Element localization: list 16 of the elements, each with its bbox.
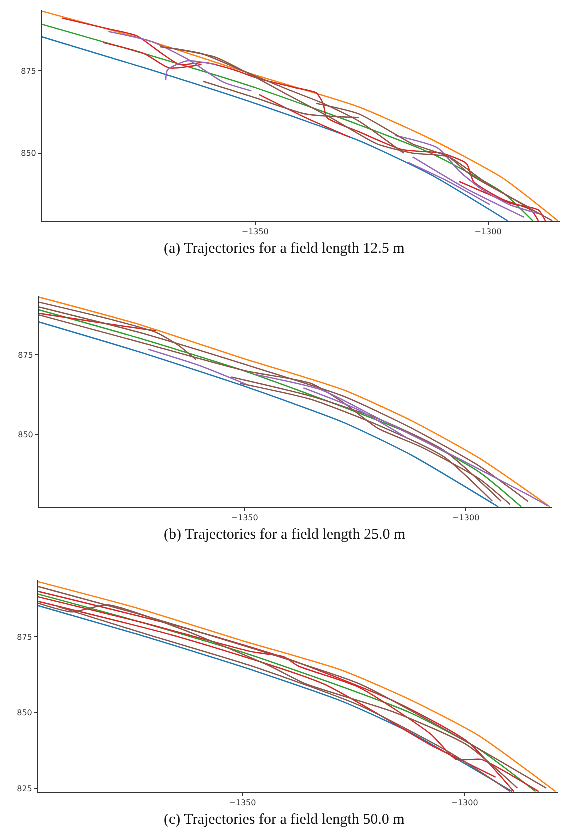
- text: (b) Trajectories for a field length 25.0 m: [164, 527, 406, 543]
- x-tick-label: −1300: [474, 228, 502, 237]
- y-tick-label: 850: [21, 149, 36, 158]
- x-tick-label: −1300: [451, 798, 478, 808]
- y-tick-label: 850: [17, 708, 32, 718]
- y-tick-label: 875: [18, 350, 34, 360]
- y-tick-label: 850: [18, 430, 34, 440]
- y-tick-label: 875: [21, 66, 36, 76]
- y-tick-label: 875: [17, 632, 32, 642]
- x-tick-label: −1350: [231, 514, 258, 523]
- text: (c) Trajectories for a field length 50.0 m: [164, 812, 406, 828]
- y-tick-label: 825: [17, 784, 32, 794]
- x-tick-label: −1300: [452, 514, 480, 523]
- text: (a) Trajectories for a field length 12.5 m: [164, 241, 406, 257]
- x-tick-label: −1350: [242, 228, 269, 237]
- x-tick-label: −1350: [229, 798, 256, 808]
